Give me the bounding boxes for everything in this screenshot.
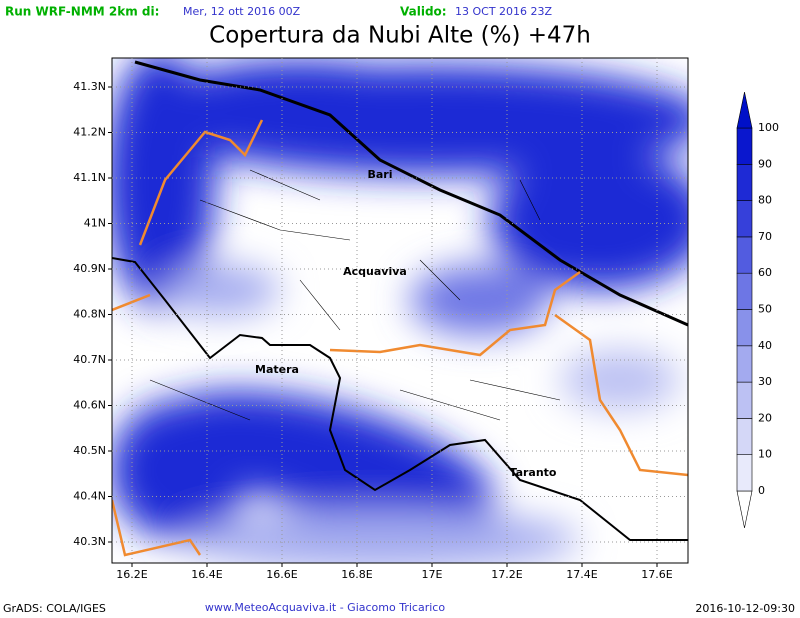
city-label: Matera: [255, 363, 299, 376]
colorbar-label: 0: [758, 484, 765, 497]
colorbar-box: [736, 418, 753, 455]
colorbar-label: 60: [758, 266, 772, 279]
lat-label: 41.2N: [73, 126, 106, 139]
lat-label: 41.3N: [73, 80, 106, 93]
colorbar-box: [736, 164, 753, 201]
lon-label: 17.4E: [566, 568, 597, 581]
lon-label: 16.6E: [266, 568, 297, 581]
lon-label: 17E: [422, 568, 443, 581]
lon-label: 16.8E: [341, 568, 372, 581]
colorbar-over: [736, 91, 753, 129]
lat-label: 40.7N: [73, 353, 106, 366]
footer-right: 2016-10-12-09:30: [695, 602, 795, 615]
colorbar-label: 20: [758, 411, 772, 424]
lon-label: 17.2E: [491, 568, 522, 581]
colorbar-box: [736, 381, 753, 419]
city-label: Bari: [367, 168, 392, 181]
lat-label: 40.5N: [73, 444, 106, 457]
footer-left: GrADS: COLA/IGES: [3, 602, 106, 615]
colorbar-label: 90: [758, 157, 772, 170]
lat-label: 41N: [84, 217, 106, 230]
lat-label: 41.1N: [73, 171, 106, 184]
colorbar-box: [736, 200, 753, 238]
lon-label: 17.6E: [641, 568, 672, 581]
run-date: Mer, 12 ott 2016 00Z: [183, 5, 301, 18]
colorbar-box: [736, 345, 753, 383]
colorbar-box: [736, 309, 753, 347]
map-area: [112, 58, 688, 563]
colorbar-box: [736, 454, 753, 492]
colorbar-label: 10: [758, 448, 772, 461]
colorbar-label: 80: [758, 194, 772, 207]
valid-label: Valido:: [400, 5, 447, 19]
map-frame: [111, 57, 689, 564]
colorbar-box: [736, 272, 753, 310]
map-title: Copertura da Nubi Alte (%) +47h: [209, 23, 591, 49]
colorbar-label: 40: [758, 339, 772, 352]
lat-label: 40.9N: [73, 262, 106, 275]
colorbar-label: 50: [758, 303, 772, 316]
colorbar-box: [736, 236, 753, 274]
lon-label: 16.2E: [116, 568, 147, 581]
lon-label: 16.4E: [191, 568, 222, 581]
lat-label: 40.4N: [73, 490, 106, 503]
run-label: Run WRF-NMM 2km di:: [5, 5, 159, 19]
city-label: Acquaviva: [343, 265, 407, 278]
colorbar-box: [736, 127, 753, 165]
colorbar-under: [736, 490, 753, 529]
colorbar-label: 30: [758, 375, 772, 388]
lat-label: 40.3N: [73, 535, 106, 548]
colorbar-label: 70: [758, 230, 772, 243]
lat-label: 40.6N: [73, 399, 106, 412]
footer-center: www.MeteoAcquaviva.it - Giacomo Tricaric…: [205, 601, 445, 614]
colorbar-label: 100: [758, 121, 779, 134]
valid-date: 13 OCT 2016 23Z: [455, 5, 553, 18]
lat-label: 40.8N: [73, 308, 106, 321]
city-label: Taranto: [509, 466, 556, 479]
